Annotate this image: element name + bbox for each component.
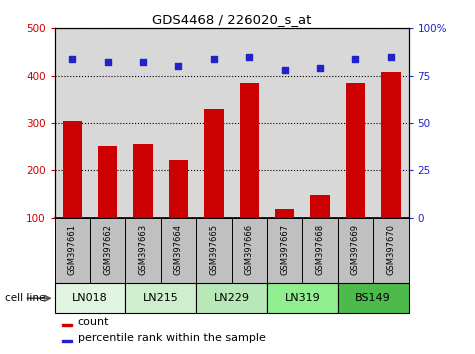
Point bbox=[246, 54, 253, 59]
Bar bbox=[169, 160, 188, 265]
Text: GSM397665: GSM397665 bbox=[209, 224, 218, 275]
Text: cell line: cell line bbox=[5, 293, 45, 303]
Text: LN319: LN319 bbox=[285, 293, 320, 303]
Title: GDS4468 / 226020_s_at: GDS4468 / 226020_s_at bbox=[152, 13, 311, 26]
Bar bbox=[204, 109, 224, 265]
Bar bbox=[133, 144, 153, 265]
Point bbox=[68, 56, 76, 62]
Bar bbox=[62, 340, 72, 342]
Text: count: count bbox=[77, 317, 109, 327]
Point bbox=[175, 63, 182, 69]
Bar bbox=[302, 218, 338, 283]
Bar bbox=[125, 283, 196, 313]
Text: GSM397666: GSM397666 bbox=[245, 224, 254, 275]
Point bbox=[281, 67, 288, 73]
Bar bbox=[55, 218, 90, 283]
Bar bbox=[98, 146, 117, 265]
Point bbox=[104, 59, 112, 65]
Bar bbox=[232, 218, 267, 283]
Bar bbox=[338, 218, 373, 283]
Bar bbox=[373, 218, 408, 283]
Bar bbox=[63, 121, 82, 265]
Bar bbox=[90, 218, 125, 283]
Bar bbox=[161, 218, 196, 283]
Bar bbox=[267, 283, 338, 313]
Bar bbox=[381, 72, 400, 265]
Bar bbox=[62, 324, 72, 326]
Text: LN229: LN229 bbox=[214, 293, 249, 303]
Point bbox=[387, 54, 395, 59]
Text: percentile rank within the sample: percentile rank within the sample bbox=[77, 333, 266, 343]
Text: GSM397668: GSM397668 bbox=[315, 224, 324, 275]
Bar bbox=[310, 195, 330, 265]
Text: GSM397664: GSM397664 bbox=[174, 224, 183, 275]
Text: GSM397663: GSM397663 bbox=[139, 224, 148, 275]
Bar bbox=[346, 83, 365, 265]
Text: LN018: LN018 bbox=[72, 293, 108, 303]
Bar bbox=[55, 283, 125, 313]
Bar bbox=[275, 209, 294, 265]
Point bbox=[139, 59, 147, 65]
Text: LN215: LN215 bbox=[143, 293, 179, 303]
Bar bbox=[196, 283, 267, 313]
Text: GSM397661: GSM397661 bbox=[68, 224, 77, 275]
Point bbox=[316, 65, 324, 71]
Bar bbox=[196, 218, 232, 283]
Text: GSM397667: GSM397667 bbox=[280, 224, 289, 275]
Bar bbox=[239, 83, 259, 265]
Text: BS149: BS149 bbox=[355, 293, 391, 303]
Bar bbox=[338, 283, 408, 313]
Point bbox=[210, 56, 218, 62]
Text: GSM397669: GSM397669 bbox=[351, 224, 360, 275]
Text: GSM397662: GSM397662 bbox=[103, 224, 112, 275]
Text: GSM397670: GSM397670 bbox=[386, 224, 395, 275]
Point bbox=[352, 56, 359, 62]
Bar bbox=[125, 218, 161, 283]
Bar bbox=[267, 218, 303, 283]
